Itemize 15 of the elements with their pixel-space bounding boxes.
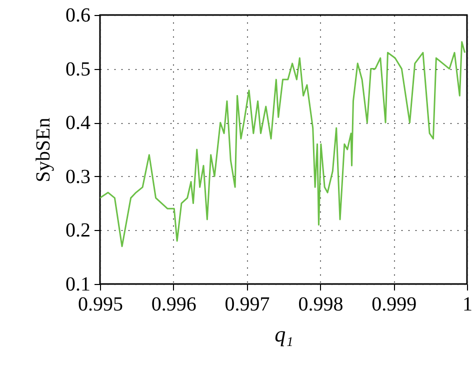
x-tick-label: 1	[462, 294, 472, 316]
y-tick-label: 0.1	[66, 274, 90, 296]
x-tick-label: 0.995	[78, 294, 123, 316]
x-tick-label: 0.999	[372, 294, 417, 316]
y-tick-label: 0.6	[66, 4, 90, 26]
x-tick-label: 0.996	[151, 294, 196, 316]
x-tick-label: 0.998	[298, 294, 344, 316]
x-tick-label: 0.997	[224, 294, 270, 316]
y-tick-label: 0.2	[66, 220, 90, 242]
y-axis-title: SybSEn	[32, 118, 54, 182]
y-tick-label: 0.4	[66, 112, 90, 134]
y-tick-label: 0.3	[66, 166, 90, 188]
x-axis-title: q₁	[274, 322, 294, 346]
line-series	[100, 41, 466, 248]
y-tick-label: 0.5	[66, 58, 90, 80]
